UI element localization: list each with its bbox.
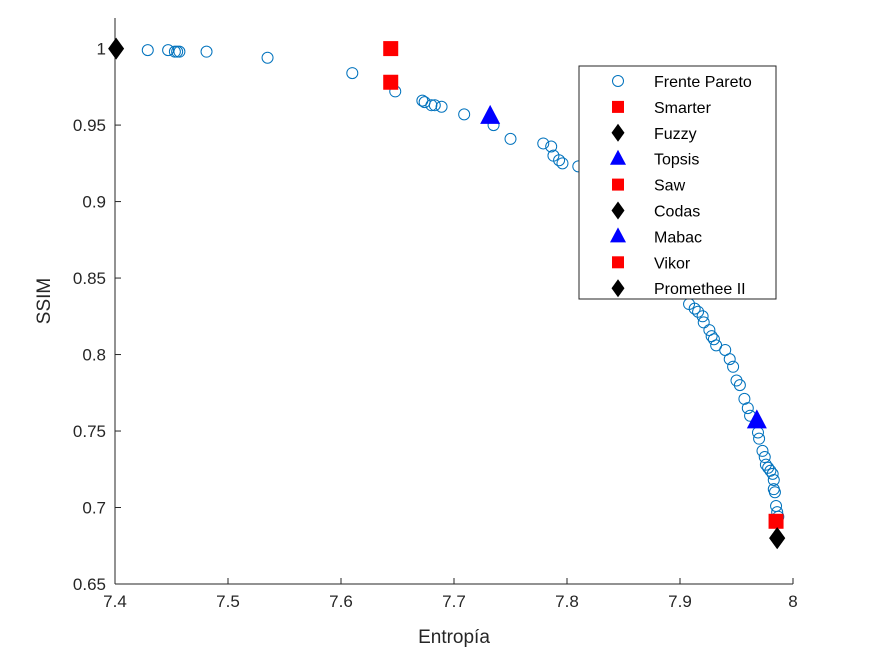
point-frente-pareto <box>767 473 780 486</box>
point-frente-pareto <box>537 137 550 150</box>
legend-label-saw: Saw <box>654 178 686 195</box>
x-tick-label: 7.7 <box>442 592 466 611</box>
point-smarter <box>383 41 399 57</box>
legend-label-codas: Codas <box>654 204 700 221</box>
legend-label-mabac: Mabac <box>654 229 702 246</box>
point-frente-pareto <box>733 379 746 392</box>
point-mabac <box>746 409 767 429</box>
point-frente-pareto <box>435 100 448 113</box>
point-frente-pareto <box>762 461 775 474</box>
point-frente-pareto <box>692 305 705 318</box>
data-markers <box>108 37 786 550</box>
plot-area: 7.4 7.5 7.6 7.7 7.8 7.9 8 0.650.70.750.80.850.… <box>73 18 798 611</box>
point-frente-pareto <box>758 451 771 464</box>
point-frente-pareto <box>707 333 720 346</box>
point-saw <box>383 74 399 90</box>
y-tick-label: 0.9 <box>82 193 106 212</box>
legend-marker-promethee-ii <box>611 279 625 298</box>
point-frente-pareto <box>504 132 517 145</box>
x-axis-ticks: 7.4 7.5 7.6 7.7 7.8 7.9 8 <box>103 578 798 611</box>
point-frente-pareto <box>545 140 558 153</box>
point-frente-pareto <box>200 45 213 58</box>
point-fuzzy <box>108 37 125 60</box>
point-frente-pareto <box>553 154 566 167</box>
y-axis-label: SSIM <box>34 278 55 324</box>
legend-marker-topsis <box>610 149 626 165</box>
x-tick-label: 7.4 <box>103 592 127 611</box>
y-tick-label: 0.85 <box>73 269 106 288</box>
point-promethee-ii <box>769 527 786 550</box>
point-frente-pareto <box>688 302 701 315</box>
legend-marker-smarter <box>612 100 624 113</box>
legend-label-vikor: Vikor <box>654 255 691 272</box>
point-frente-pareto <box>727 360 740 373</box>
legend-box <box>578 65 777 300</box>
point-frente-pareto <box>556 157 569 170</box>
y-tick-label: 0.75 <box>73 422 106 441</box>
x-axis-label: Entropía <box>418 627 490 648</box>
legend-label-fuzzy: Fuzzy <box>654 126 697 143</box>
legend-marker-mabac <box>610 227 626 243</box>
y-tick-label: 0.65 <box>73 575 106 594</box>
legend-label-promethee-ii: Promethee II <box>654 281 746 298</box>
point-frente-pareto <box>261 51 274 64</box>
legend: Frente Pareto Smarter Fuzzy Topsis Saw Codas M… <box>578 65 777 300</box>
point-frente-pareto <box>696 310 709 323</box>
x-tick-label: 7.9 <box>668 592 692 611</box>
y-tick-label: 0.7 <box>82 499 106 518</box>
point-frente-pareto <box>697 316 710 329</box>
point-frente-pareto <box>346 67 359 80</box>
point-frente-pareto <box>753 432 766 445</box>
y-tick-label: 0.95 <box>73 116 106 135</box>
point-frente-pareto <box>766 467 779 480</box>
x-tick-label: 7.8 <box>555 592 579 611</box>
y-axis-ticks: 0.65 0.7 0.75 0.8 0.85 0.9 0.95 1 <box>73 40 121 594</box>
y-tick-label: 0.8 <box>82 346 106 365</box>
x-tick-label: 7.5 <box>216 592 240 611</box>
point-frente-pareto <box>759 458 772 471</box>
legend-items: Frente Pareto Smarter Fuzzy Topsis Saw Codas M… <box>610 74 752 298</box>
x-tick-label: 8 <box>788 592 797 611</box>
y-tick-label: 1 <box>97 40 106 59</box>
point-frente-pareto <box>756 444 769 457</box>
point-frente-pareto <box>173 45 186 58</box>
legend-label-topsis: Topsis <box>654 152 699 169</box>
point-frente-pareto <box>428 99 441 112</box>
point-frente-pareto <box>768 486 781 499</box>
point-frente-pareto <box>141 44 154 57</box>
point-vikor <box>768 513 784 529</box>
legend-label-smarter: Smarter <box>654 100 712 117</box>
point-frente-pareto <box>425 99 438 112</box>
point-topsis <box>480 104 501 124</box>
legend-marker-codas <box>611 201 625 220</box>
legend-marker-vikor <box>612 256 624 269</box>
point-frente-pareto <box>458 108 471 121</box>
legend-label-frente-pareto: Frente Pareto <box>654 74 752 91</box>
x-tick-label: 7.6 <box>329 592 353 611</box>
legend-marker-saw <box>612 178 624 191</box>
legend-marker-fuzzy <box>611 123 625 142</box>
point-frente-pareto <box>723 353 736 366</box>
legend-marker-frente-pareto <box>612 75 624 87</box>
point-frente-pareto <box>741 402 754 415</box>
